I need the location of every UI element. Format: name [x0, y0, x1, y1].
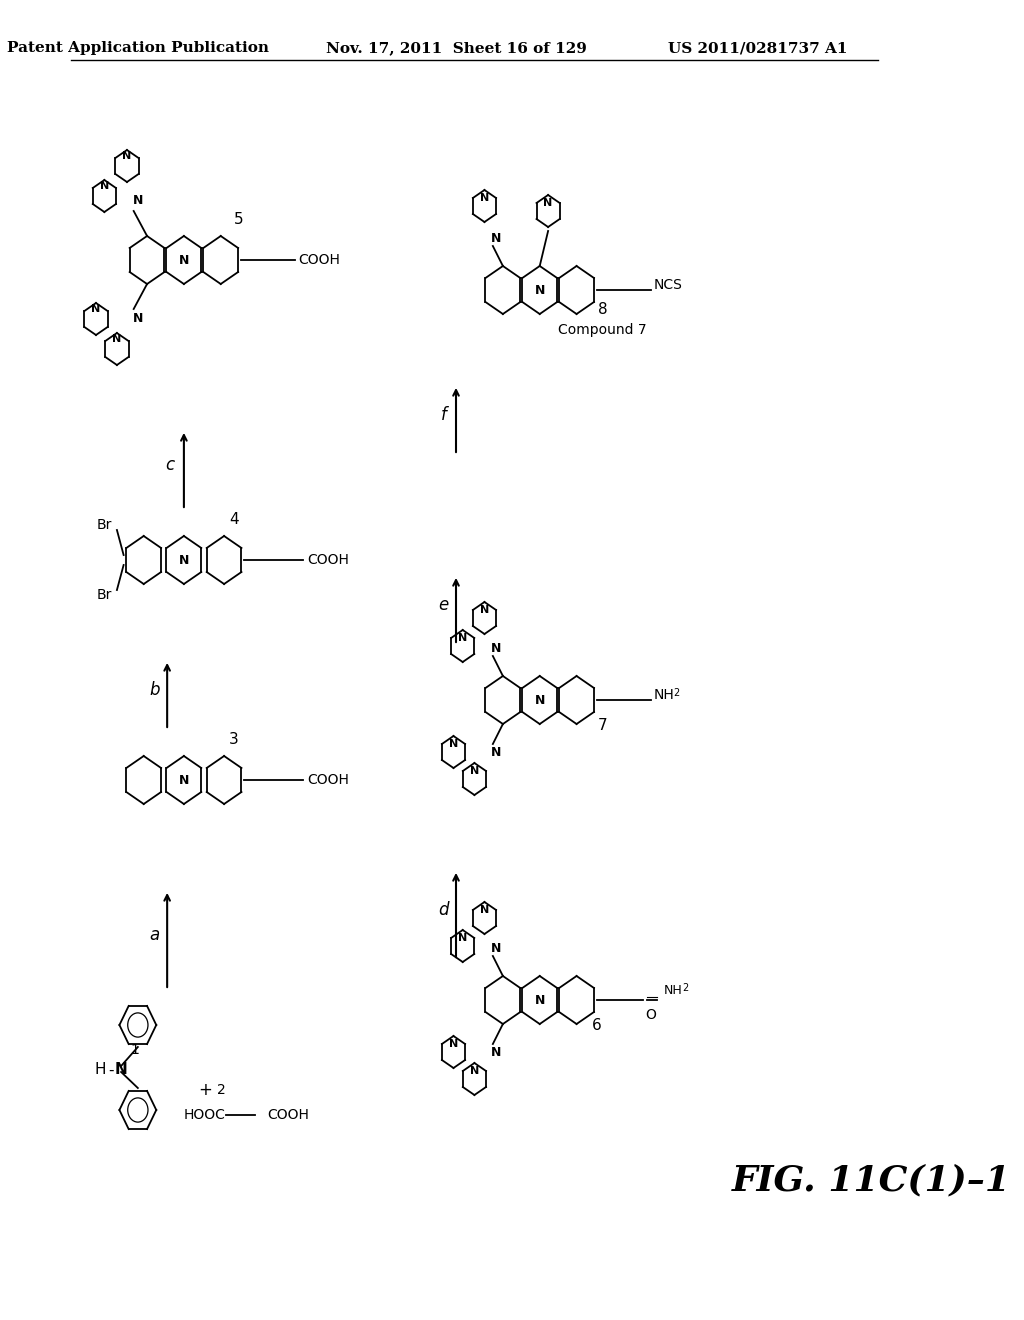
Text: N: N: [480, 605, 489, 615]
Text: 8: 8: [598, 302, 607, 318]
Text: -: -: [109, 1063, 114, 1077]
Text: N: N: [179, 253, 189, 267]
Text: 6: 6: [592, 1018, 601, 1032]
Text: Br: Br: [96, 517, 112, 532]
Text: 3: 3: [229, 733, 239, 747]
Text: FIG. 11C(1)–1: FIG. 11C(1)–1: [732, 1163, 1012, 1197]
Text: N: N: [115, 1063, 127, 1077]
Text: 5: 5: [233, 213, 243, 227]
Text: N: N: [535, 284, 545, 297]
Text: N: N: [490, 1045, 502, 1059]
Text: 2: 2: [673, 688, 679, 698]
Text: Patent Application Publication: Patent Application Publication: [7, 41, 269, 55]
Text: 2: 2: [682, 983, 688, 993]
Text: 2: 2: [217, 1082, 226, 1097]
Text: US 2011/0281737 A1: US 2011/0281737 A1: [668, 41, 847, 55]
Text: COOH: COOH: [307, 553, 349, 568]
Text: COOH: COOH: [307, 774, 349, 787]
Text: N: N: [458, 933, 467, 942]
Text: N: N: [490, 231, 502, 244]
Text: O: O: [646, 1008, 656, 1022]
Text: N: N: [133, 313, 143, 326]
Text: Nov. 17, 2011  Sheet 16 of 129: Nov. 17, 2011 Sheet 16 of 129: [326, 41, 587, 55]
Text: N: N: [122, 150, 132, 161]
Text: c: c: [165, 455, 174, 474]
Text: d: d: [438, 902, 449, 919]
Text: 4: 4: [229, 512, 239, 528]
Text: N: N: [179, 774, 189, 787]
Text: H: H: [94, 1063, 105, 1077]
Text: N: N: [490, 941, 502, 954]
Text: NCS: NCS: [653, 279, 682, 292]
Text: N: N: [490, 642, 502, 655]
Text: a: a: [150, 927, 160, 944]
Text: N: N: [113, 334, 122, 345]
Text: +: +: [200, 1081, 218, 1100]
Text: 1: 1: [131, 1043, 139, 1057]
Text: N: N: [480, 193, 489, 203]
Text: HOOC: HOOC: [184, 1107, 225, 1122]
Text: N: N: [449, 739, 458, 748]
Text: Compound 7: Compound 7: [558, 323, 647, 337]
Text: 7: 7: [598, 718, 607, 733]
Text: f: f: [440, 407, 446, 424]
Text: N: N: [470, 1067, 479, 1076]
Text: N: N: [99, 181, 109, 191]
Text: N: N: [544, 198, 553, 209]
Text: N: N: [470, 766, 479, 776]
Text: N: N: [179, 553, 189, 566]
Text: e: e: [438, 597, 449, 614]
Text: Br: Br: [96, 587, 112, 602]
Text: COOH: COOH: [267, 1107, 309, 1122]
Text: N: N: [449, 1039, 458, 1049]
Text: N: N: [458, 634, 467, 643]
Text: N: N: [91, 304, 100, 314]
Text: COOH: COOH: [298, 253, 340, 267]
Text: N: N: [133, 194, 143, 207]
Text: N: N: [490, 746, 502, 759]
Text: N: N: [535, 693, 545, 706]
Text: N: N: [535, 994, 545, 1006]
Text: N: N: [480, 906, 489, 915]
Text: NH: NH: [664, 983, 682, 997]
Text: b: b: [150, 681, 160, 700]
Text: NH: NH: [653, 688, 675, 702]
